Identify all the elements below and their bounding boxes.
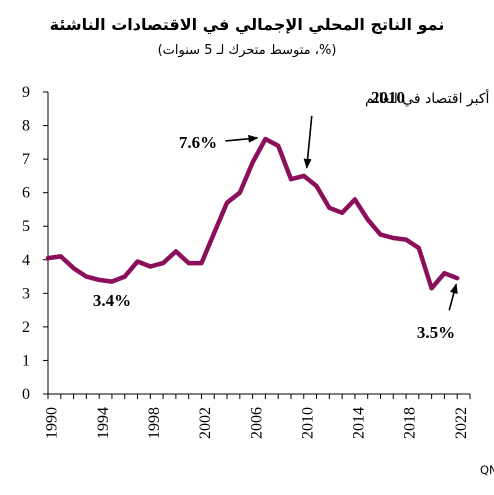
x-tick-label: 1990 [44,407,61,439]
y-tick-label: 0 [22,386,30,403]
chart-title: نمو الناتج المحلي الإجمالي في الاقتصادات… [50,15,445,35]
y-tick-label: 1 [22,352,30,369]
annotation-china-text: الصين تصبح ثاني أكبر اقتصاد في العالم [365,89,494,107]
annotation-end-label: 3.5% [417,323,455,342]
y-tick-label: 7 [22,151,30,168]
annotation-peak-label: 7.6% [179,133,217,152]
y-tick-label: 8 [22,118,30,135]
annotation-end-arrow [448,283,458,311]
chart-subtitle: (%، متوسط متحرك لـ 5 سنوات) [158,43,337,58]
chart-source: المصادر: تقرير آفاق الاقتصاد العالمي لصن… [480,463,494,478]
annotation-peak-arrow [225,134,259,143]
annotation-china-arrow [303,115,313,169]
x-tick-label: 2010 [299,407,316,439]
y-tick-label: 3 [22,285,30,302]
annotations: 7.6% 3.4% 3.5% 2010 الصين تصبح ثاني أكبر… [93,88,494,342]
x-tick-label: 2022 [453,407,470,439]
x-tick-label: 2002 [197,407,214,439]
annotation-low-label: 3.4% [93,291,131,310]
y-tick-label: 6 [22,185,30,202]
annotation-china-year: 2010 [371,88,405,107]
x-axis: 1990 1994 1998 2002 2006 2010 2014 2018 2022 [44,393,471,439]
y-tick-label: 9 [22,84,30,101]
y-tick-label: 2 [22,319,30,336]
series-line [45,136,460,291]
x-tick-label: 2014 [351,407,368,439]
x-tick-label: 2018 [402,407,419,439]
x-tick-label: 1998 [146,407,163,439]
y-tick-label: 5 [22,218,30,235]
x-tick-label: 2006 [248,407,265,439]
y-axis: 0 1 2 3 4 5 6 7 8 9 [22,84,49,403]
y-tick-label: 4 [22,252,30,269]
x-tick-label: 1994 [95,407,112,439]
